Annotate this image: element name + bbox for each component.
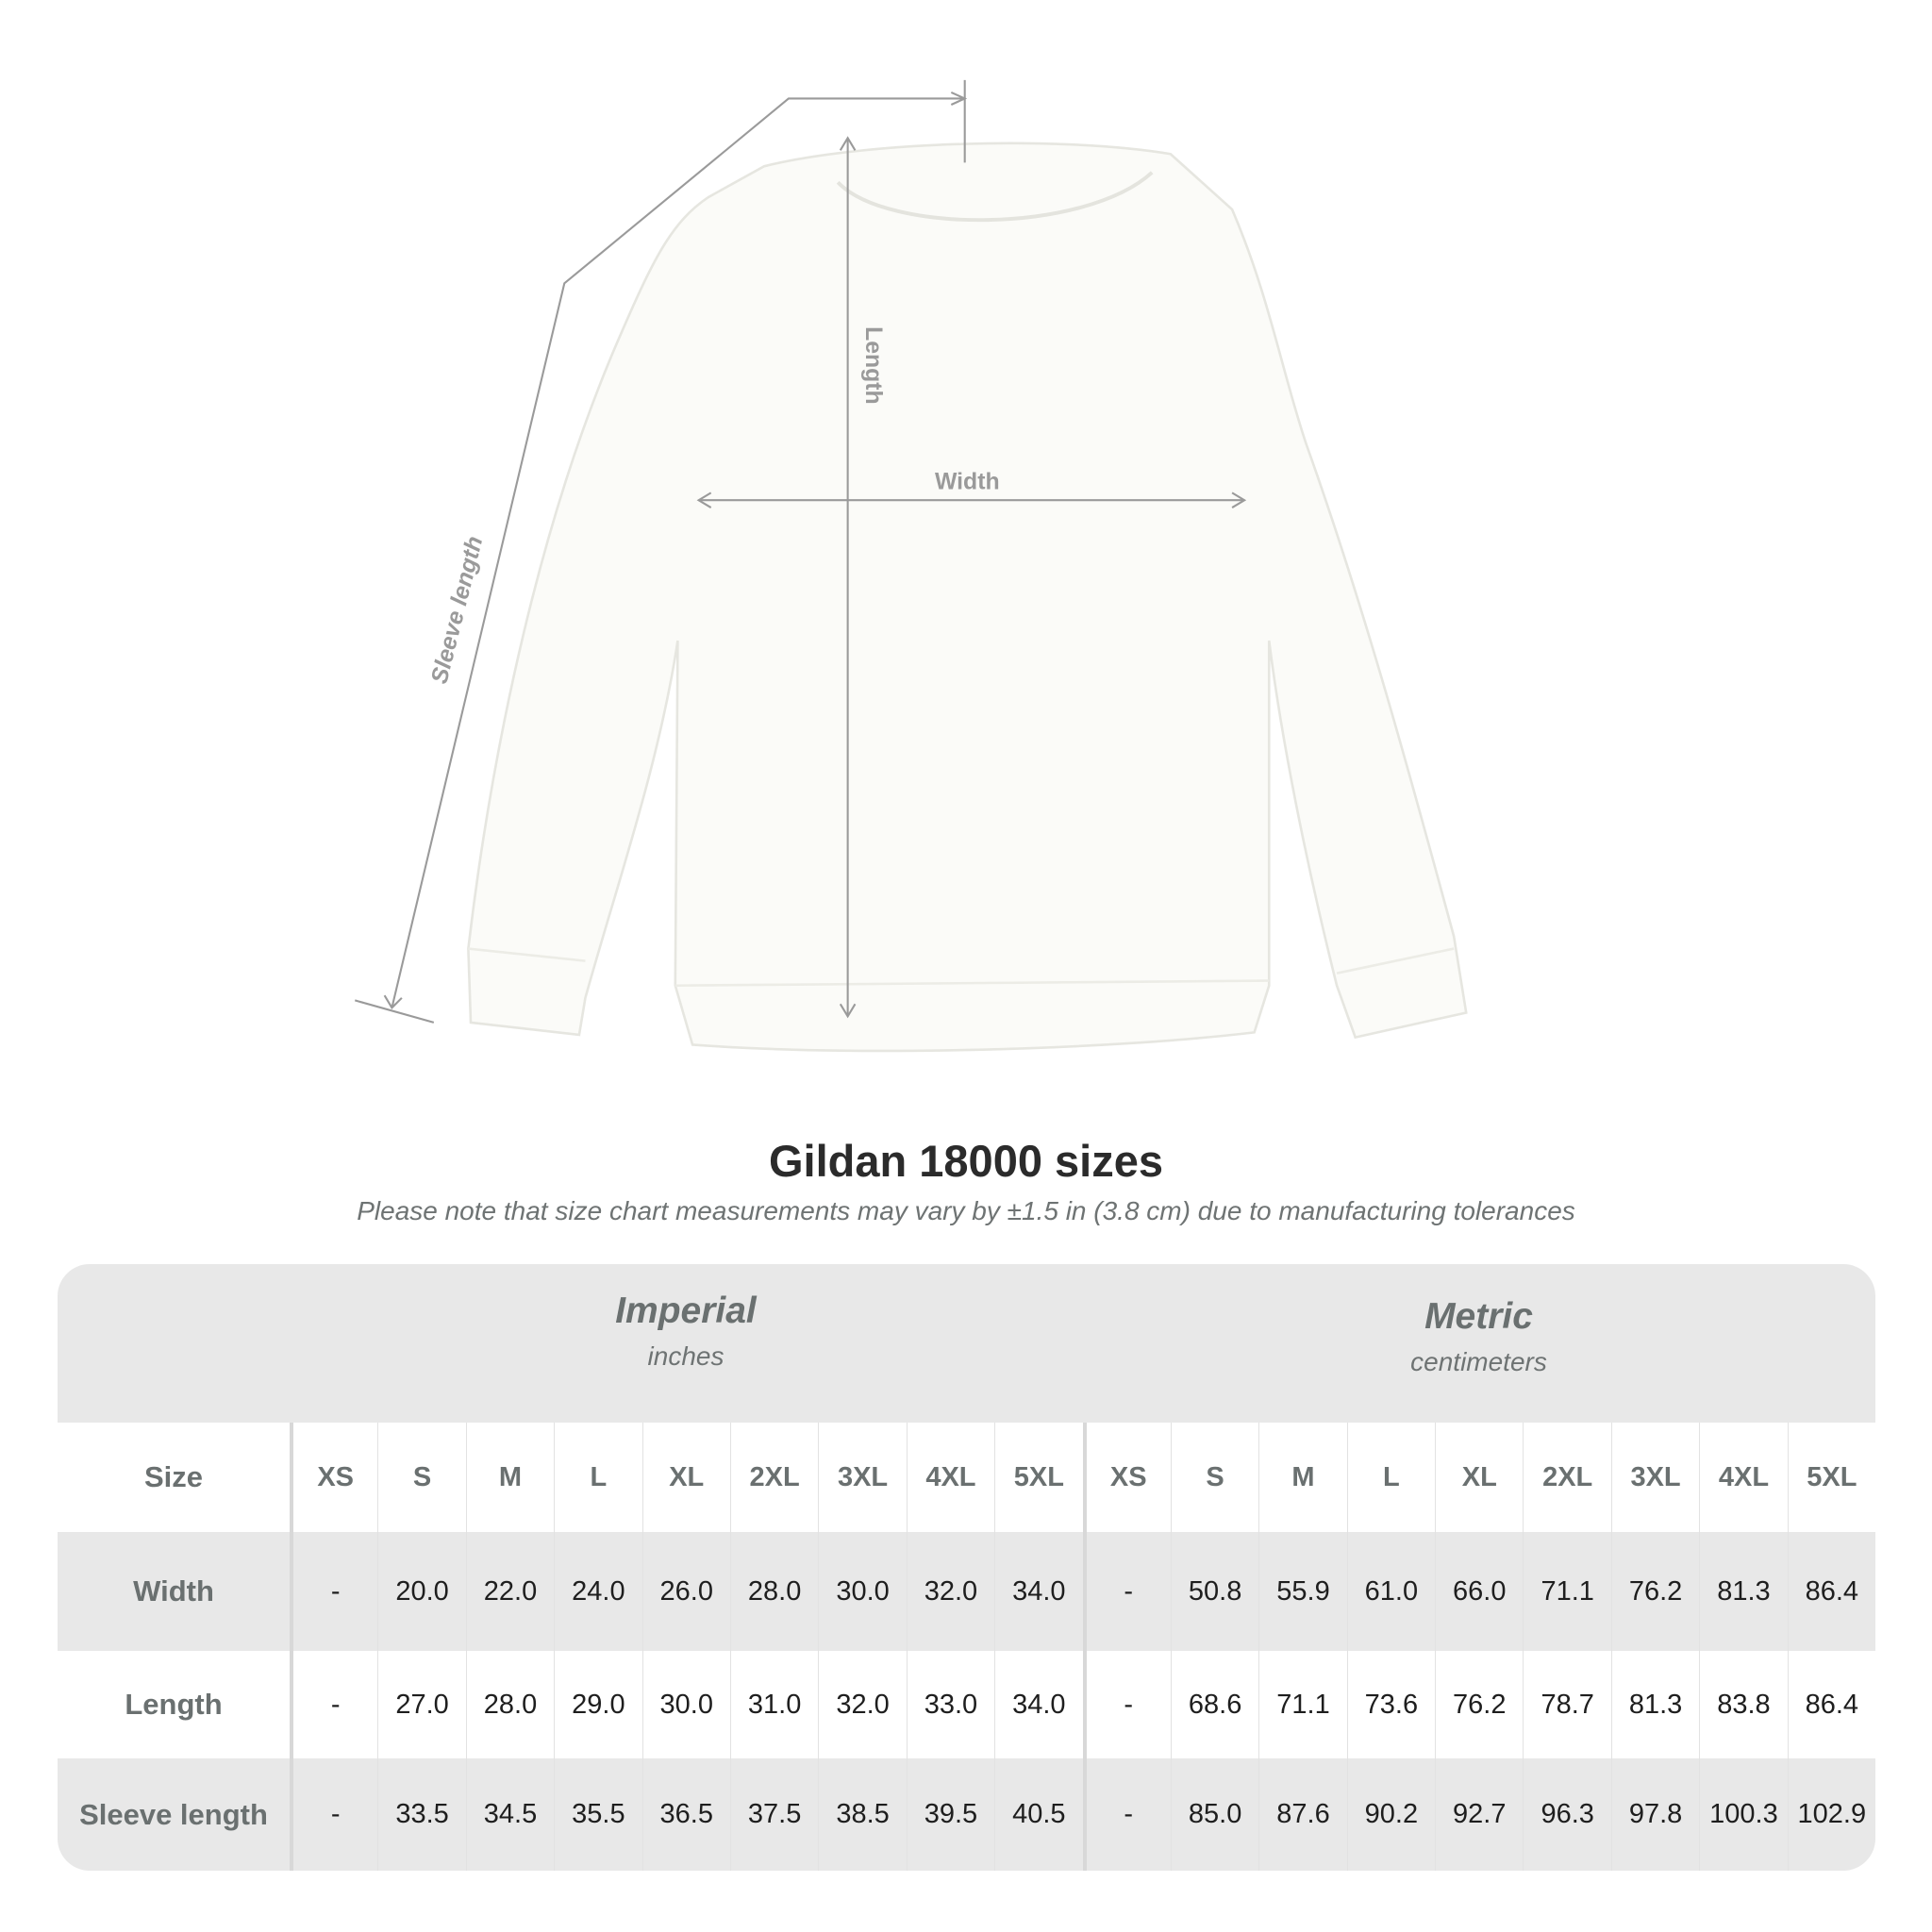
table-row-length: Length -27.0 28.0 29.0 30.0 31.0 32.0 33.0 34.0-… <box>58 1651 1875 1758</box>
sleeve-length-arrow <box>354 79 968 1024</box>
imperial-value-cell: 20.0 <box>377 1532 465 1651</box>
imperial-value-cell: 33.5 <box>377 1758 465 1871</box>
metric-size-2xl: 2XL <box>1523 1423 1610 1532</box>
imperial-size-xl: XL <box>641 1423 730 1532</box>
width-label: Width <box>935 469 1000 494</box>
imperial-value-cell: 27.0 <box>377 1651 465 1758</box>
imperial-value-cell: 37.5 <box>729 1758 818 1871</box>
metric-value-cell: 78.7 <box>1523 1651 1610 1758</box>
metric-size-s: S <box>1170 1423 1258 1532</box>
imperial-size-l: L <box>554 1423 641 1532</box>
tolerance-note: Please note that size chart measurements… <box>357 1196 1575 1225</box>
sweatshirt-diagram: Length Width Sleeve length <box>354 79 1468 1053</box>
imperial-value-cell: 30.0 <box>641 1651 730 1758</box>
table-row-width: Width -20.0 22.0 24.0 26.0 28.0 30.0 32.0 34.0-5… <box>58 1532 1875 1651</box>
metric-value-cell: - <box>1082 1651 1171 1758</box>
imperial-value-cell: 39.5 <box>906 1758 994 1871</box>
metric-value-cell: 92.7 <box>1435 1758 1523 1871</box>
imperial-size-5xl: 5XL <box>994 1423 1082 1532</box>
imperial-value-cell: 28.0 <box>465 1651 554 1758</box>
imperial-value-cell: 32.0 <box>818 1651 906 1758</box>
imperial-value-cell: 35.5 <box>554 1758 641 1871</box>
metric-value-cell: 102.9 <box>1787 1758 1875 1871</box>
metric-size-5xl: 5XL <box>1787 1423 1875 1532</box>
imperial-value-cell: 34.0 <box>994 1651 1082 1758</box>
imperial-label: Imperial <box>615 1291 757 1331</box>
size-label: Size <box>143 1460 204 1493</box>
metric-value-cell: 55.9 <box>1258 1532 1346 1651</box>
imperial-value-cell: 40.5 <box>994 1758 1082 1871</box>
imperial-value-cell: 30.0 <box>818 1532 906 1651</box>
metric-value-cell: 66.0 <box>1435 1532 1523 1651</box>
imperial-size-m: M <box>465 1423 554 1532</box>
imperial-size-s: S <box>377 1423 465 1532</box>
sleeve-length-label: Sleeve length <box>427 534 489 687</box>
metric-value-cell: 100.3 <box>1699 1758 1787 1871</box>
metric-value-cell: - <box>1082 1532 1171 1651</box>
metric-size-m: M <box>1258 1423 1346 1532</box>
imperial-value-cell: 22.0 <box>465 1532 554 1651</box>
imperial-value-cell: 28.0 <box>729 1532 818 1651</box>
metric-size-3xl: 3XL <box>1610 1423 1699 1532</box>
metric-value-cell: 68.6 <box>1170 1651 1258 1758</box>
metric-value-cell: 90.2 <box>1346 1758 1435 1871</box>
metric-value-cell: 71.1 <box>1258 1651 1346 1758</box>
metric-value-cell: 76.2 <box>1610 1532 1699 1651</box>
metric-value-cell: 97.8 <box>1610 1758 1699 1871</box>
imperial-size-3xl: 3XL <box>818 1423 906 1532</box>
row-label: Sleeve length <box>79 1797 268 1831</box>
metric-value-cell: 81.3 <box>1699 1532 1787 1651</box>
row-label: Length <box>125 1688 223 1721</box>
imperial-unit: inches <box>647 1341 724 1371</box>
imperial-value-cell: 32.0 <box>906 1532 994 1651</box>
page-title: Gildan 18000 sizes <box>768 1136 1164 1186</box>
size-table: Imperial inches Metric centimeters Size X… <box>58 1264 1875 1871</box>
metric-unit: centimeters <box>1410 1347 1547 1376</box>
imperial-value-cell: 31.0 <box>729 1651 818 1758</box>
metric-size-l: L <box>1346 1423 1435 1532</box>
metric-value-cell: 71.1 <box>1523 1532 1610 1651</box>
metric-value-cell: 83.8 <box>1699 1651 1787 1758</box>
metric-value-cell: 85.0 <box>1170 1758 1258 1871</box>
imperial-value-cell: - <box>290 1532 377 1651</box>
imperial-value-cell: 38.5 <box>818 1758 906 1871</box>
metric-value-cell: 86.4 <box>1787 1532 1875 1651</box>
metric-value-cell: 96.3 <box>1523 1758 1610 1871</box>
imperial-value-cell: 24.0 <box>554 1532 641 1651</box>
table-row-sleeve-length: Sleeve length -33.5 34.5 35.5 36.5 37.5 38.5 39… <box>58 1758 1875 1871</box>
size-header-row: Size XS S M L XL 2XL 3XL 4XL 5XL XS S M L XL 2XL 3XL 4XL 5… <box>58 1423 1875 1532</box>
width-arrow <box>696 491 1247 508</box>
metric-value-cell: 61.0 <box>1346 1532 1435 1651</box>
imperial-value-cell: 34.0 <box>994 1532 1082 1651</box>
imperial-value-cell: - <box>290 1758 377 1871</box>
metric-value-cell: - <box>1082 1758 1171 1871</box>
length-arrow <box>839 136 857 1019</box>
length-label: Length <box>860 326 886 405</box>
metric-size-4xl: 4XL <box>1699 1423 1787 1532</box>
metric-size-xs: XS <box>1082 1423 1171 1532</box>
metric-value-cell: 86.4 <box>1787 1651 1875 1758</box>
imperial-value-cell: 33.0 <box>906 1651 994 1758</box>
imperial-value-cell: 26.0 <box>641 1532 730 1651</box>
imperial-size-2xl: 2XL <box>729 1423 818 1532</box>
metric-value-cell: 76.2 <box>1435 1651 1523 1758</box>
metric-value-cell: 73.6 <box>1346 1651 1435 1758</box>
metric-header: Metric centimeters <box>1082 1296 1875 1455</box>
metric-value-cell: 87.6 <box>1258 1758 1346 1871</box>
metric-label: Metric <box>1424 1296 1533 1337</box>
imperial-value-cell: 29.0 <box>554 1651 641 1758</box>
row-label: Width <box>133 1574 214 1607</box>
metric-value-cell: 50.8 <box>1170 1532 1258 1651</box>
sweatshirt-image <box>467 142 1468 1053</box>
imperial-value-cell: 36.5 <box>641 1758 730 1871</box>
imperial-value-cell: - <box>290 1651 377 1758</box>
metric-value-cell: 81.3 <box>1610 1651 1699 1758</box>
imperial-header: Imperial inches <box>290 1291 1082 1449</box>
imperial-size-4xl: 4XL <box>906 1423 994 1532</box>
metric-size-xl: XL <box>1435 1423 1523 1532</box>
imperial-size-xs: XS <box>290 1423 377 1532</box>
imperial-value-cell: 34.5 <box>465 1758 554 1871</box>
